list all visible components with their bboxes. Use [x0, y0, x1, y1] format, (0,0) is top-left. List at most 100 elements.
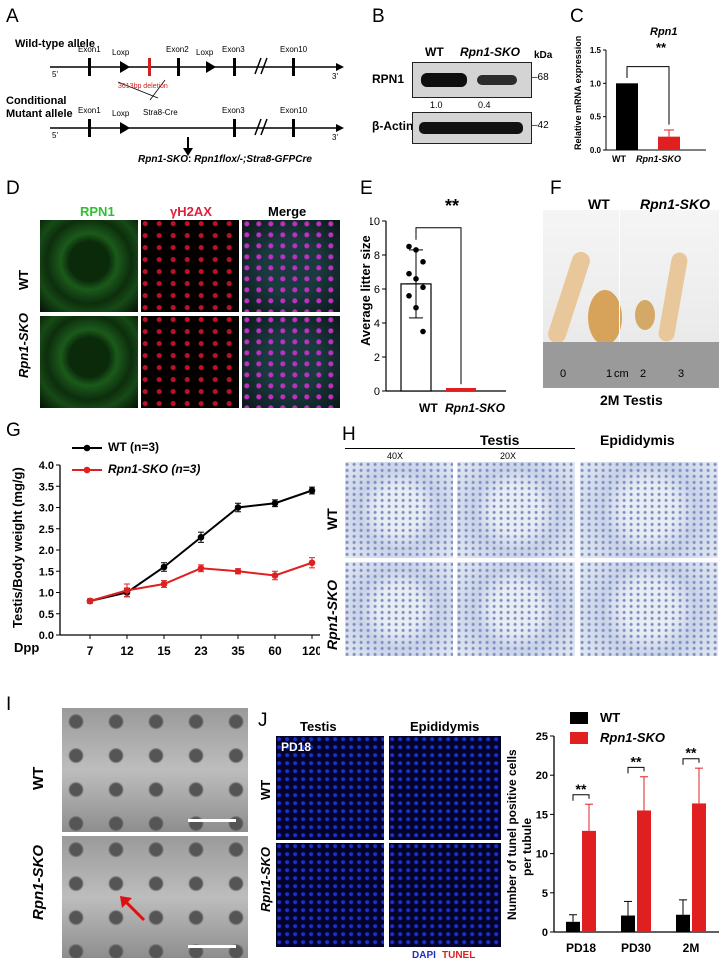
- chart-e: 0 2 4 6 8 10: [370, 216, 506, 398]
- j-row-sko: Rpn1-SKO: [258, 847, 273, 912]
- j-tunel: TUNEL: [442, 950, 476, 961]
- exon1-label: Exon1: [78, 45, 101, 54]
- ruler-0: 0: [560, 368, 567, 380]
- j-xtick-label: PD30: [621, 941, 651, 955]
- j-bar: [692, 803, 706, 932]
- g-xtick-label: 12: [120, 644, 134, 658]
- f-sko: Rpn1-SKO: [640, 196, 710, 212]
- loxp-label: Loxp: [196, 48, 214, 57]
- g-xtick-label: 15: [157, 644, 171, 658]
- g-xtick-label: 23: [194, 644, 208, 658]
- e-tick-label: 8: [374, 250, 380, 262]
- g-legend-wt: WT (n=3): [108, 440, 159, 454]
- h-wt-40x-image: [345, 462, 453, 558]
- j-sko-epi-image: [389, 843, 501, 947]
- j-testis: Testis: [300, 719, 337, 734]
- c-tick-label: 0.5: [590, 113, 602, 122]
- f-caption: 2M Testis: [600, 392, 663, 408]
- d-row-wt: WT: [16, 269, 31, 290]
- j-bar: [582, 830, 596, 932]
- chart-g: 0.0 0.5 1.0 1.5 2.0 2.5 3.0 3.5 4.0 7 12 15 23 35 60 12…: [39, 444, 320, 658]
- deletion-label: 3613bp deletion: [118, 83, 168, 90]
- j-legend-wt-swatch: [570, 712, 588, 724]
- chart-c-x-sko: Rpn1-SKO: [636, 154, 681, 164]
- g-point: [234, 504, 242, 511]
- j-tick-label: 10: [536, 849, 548, 861]
- e-sig-bracket: [415, 227, 462, 385]
- loxp-label: Loxp: [112, 109, 130, 118]
- panel-letter: E: [360, 178, 373, 199]
- f-testis-photo: [543, 210, 719, 388]
- c-tick-label: 1.5: [590, 46, 602, 55]
- g-tick-label: 2.0: [39, 545, 54, 557]
- panel-letter: A: [6, 6, 19, 27]
- c-tick-label: 1.0: [590, 79, 602, 88]
- j-legend-sko: Rpn1-SKO: [600, 730, 665, 745]
- panel-letter: J: [258, 710, 268, 731]
- g-point: [86, 597, 94, 605]
- kda-label: kDa: [534, 50, 553, 61]
- j-sig-bracket: [627, 766, 645, 774]
- ruler-cm: cm: [614, 368, 629, 380]
- cond-allele-label-1: Conditional: [6, 95, 67, 107]
- j-wt-testis-image: PD18: [276, 736, 384, 840]
- mw-68: –68: [532, 72, 549, 83]
- e-point: [413, 247, 419, 253]
- panel-letter: H: [342, 424, 356, 445]
- h-wt-epi-image: [580, 462, 718, 558]
- j-legend-sko-swatch: [570, 732, 588, 744]
- g-point: [123, 587, 131, 594]
- j-xtick-label: 2M: [683, 941, 700, 955]
- ruler-2: 2: [640, 368, 647, 380]
- e-point: [420, 328, 426, 335]
- actin-row-label: β-Actin: [372, 119, 414, 133]
- e-tick-label: 4: [374, 318, 380, 330]
- mw-42: –42: [532, 120, 549, 131]
- sko-name: Rpn1-SKO: [138, 154, 188, 165]
- e-tick-label: 0: [374, 386, 380, 398]
- e-tick-label: 2: [374, 352, 380, 364]
- exon3-label: Exon3: [222, 106, 245, 115]
- d-rpn1-wt-image: [40, 220, 138, 312]
- h-sko-20x-image: [457, 562, 575, 656]
- d-col-merge: Merge: [268, 204, 307, 219]
- quant-sko: 0.4: [478, 100, 491, 110]
- j-wt-epi-image: [389, 736, 501, 840]
- h-row-sko: Rpn1-SKO: [324, 580, 340, 650]
- d-col-gh2ax: γH2AX: [170, 204, 212, 219]
- blot-col-sko: Rpn1-SKO: [460, 45, 520, 59]
- g-point: [197, 533, 205, 541]
- g-tick-label: 0.5: [39, 609, 54, 621]
- chart-j: 0 5 10 15 20 25 PD18 PD30 2M ** ** **: [536, 731, 719, 955]
- g-xlabel: Dpp: [14, 640, 40, 655]
- j-bar: [676, 914, 690, 932]
- j-bar: [621, 915, 635, 932]
- g-point: [271, 572, 279, 579]
- e-point: [420, 284, 426, 291]
- c-bar: [616, 83, 638, 150]
- chart-e-sig: **: [445, 196, 460, 216]
- e-point: [406, 243, 412, 250]
- j-row-wt: WT: [258, 779, 273, 800]
- e-bar-sko: [446, 388, 476, 391]
- gene-targeting-diagram: [50, 57, 344, 156]
- j-sig-label: **: [686, 745, 697, 761]
- g-xtick-label: 60: [268, 644, 282, 658]
- d-col-rpn1: RPN1: [80, 204, 115, 219]
- chart-c: 0.0 0.5 1.0 1.5: [590, 46, 706, 155]
- h-wt-20x-image: [457, 462, 575, 558]
- h-mag40: 40X: [387, 451, 404, 461]
- i-wt-em-image: [62, 708, 248, 832]
- panel-letter: I: [6, 694, 12, 715]
- j-legend-wt: WT: [600, 710, 621, 725]
- d-gh2ax-sko-image: [141, 316, 239, 408]
- three-prime-label: 3': [332, 72, 338, 81]
- wt-allele-label: Wild-type allele: [15, 38, 95, 50]
- g-xtick-label: 7: [87, 644, 94, 658]
- quant-wt: 1.0: [430, 100, 443, 110]
- panel-letter: G: [6, 420, 21, 441]
- ruler-3: 3: [678, 368, 685, 380]
- j-tick-label: 15: [536, 809, 548, 821]
- g-tick-label: 1.0: [39, 588, 54, 600]
- j-tick-label: 25: [536, 731, 548, 743]
